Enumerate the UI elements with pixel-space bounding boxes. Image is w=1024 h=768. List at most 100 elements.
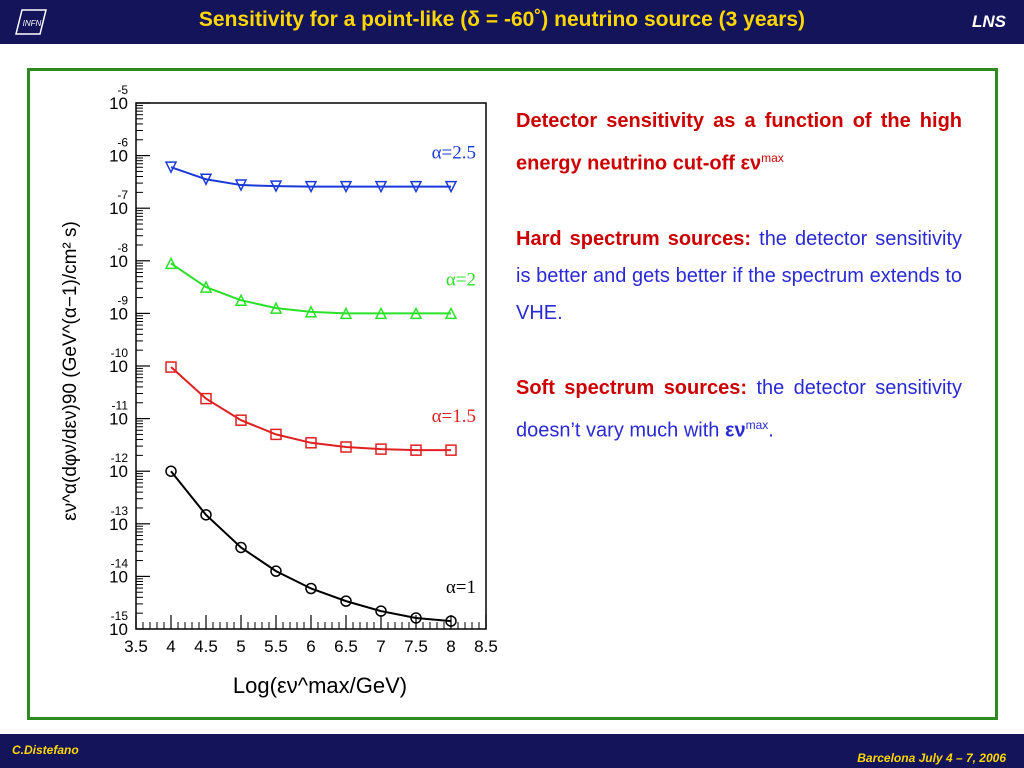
footer-bar: C.Distefano Barcelona July 4 – 7, 2006 (0, 734, 1024, 768)
data-point (269, 180, 283, 193)
series-line (170, 366, 451, 452)
x-axis-label: Log(εν^max/GeV) (233, 673, 407, 698)
data-point (199, 173, 213, 186)
data-point (235, 414, 247, 426)
y-tick-exponent: -5 (117, 83, 128, 97)
data-point (339, 180, 353, 194)
p1-text: Detector sensitivity as a function of th… (516, 110, 962, 175)
y-tick-exponent: -15 (111, 609, 129, 623)
x-tick-label: 6.5 (334, 637, 358, 656)
data-point (375, 605, 387, 617)
y-tick-exponent: -10 (111, 346, 129, 360)
footer-author: C.Distefano (12, 743, 79, 757)
paragraph-detector-sensitivity: Detector sensitivity as a function of th… (516, 103, 962, 183)
p2-heading: Hard spectrum sources: (516, 227, 752, 250)
footer-event: Barcelona July 4 – 7, 2006 (857, 751, 1006, 765)
data-point (200, 509, 212, 521)
infn-logo: INFN (15, 9, 47, 35)
x-tick-label: 4 (166, 637, 175, 656)
series-line (170, 166, 451, 188)
data-point (340, 595, 352, 607)
y-tick-label: 10 (109, 147, 128, 166)
p3-body: the detector sensitivity doesn’t vary mu… (516, 376, 962, 442)
header-bar: INFN Sensitivity for a point-like (δ = -… (0, 0, 1024, 44)
data-point (164, 256, 178, 270)
y-tick-label: 10 (109, 357, 128, 376)
y-tick-label: 10 (109, 199, 128, 218)
x-tick-label: 7 (376, 637, 385, 656)
data-point (340, 441, 352, 453)
paragraph-hard-spectrum: Hard spectrum sources: the detector sens… (516, 221, 962, 332)
data-point (410, 612, 422, 624)
y-tick-label: 10 (109, 410, 128, 429)
data-point (164, 161, 178, 174)
data-point (304, 305, 318, 318)
p2-body: the detector sensitivity is better and g… (516, 227, 962, 324)
data-point (339, 306, 353, 320)
x-tick-label: 7.5 (404, 637, 428, 656)
data-point (305, 437, 317, 449)
data-point (270, 428, 282, 441)
x-tick-label: 8.5 (474, 637, 498, 656)
x-tick-label: 3.5 (124, 637, 148, 656)
data-point (234, 293, 248, 306)
p3-heading: Soft spectrum sources: (516, 376, 748, 399)
y-tick-label: 10 (109, 567, 128, 586)
data-point (444, 306, 458, 320)
paragraph-soft-spectrum: Soft spectrum sources: the detector sens… (516, 370, 962, 450)
data-point (305, 582, 317, 595)
data-point (200, 392, 212, 405)
p1-symbol: εν (740, 152, 762, 175)
data-point (234, 179, 248, 192)
y-tick-exponent: -6 (117, 136, 128, 150)
y-tick-exponent: -8 (117, 241, 128, 255)
lns-label: LNS (972, 12, 1006, 31)
p3-end: . (768, 419, 774, 442)
data-point (410, 444, 422, 456)
data-point (235, 541, 247, 554)
data-point (409, 306, 423, 320)
data-point (409, 180, 423, 194)
series-line (170, 470, 452, 623)
series-label: α=1.5 (432, 406, 476, 427)
y-tick-label: 10 (109, 515, 128, 534)
y-tick-label: 10 (109, 94, 128, 113)
series-label: α=2.5 (432, 143, 476, 164)
y-tick-exponent: -13 (111, 504, 129, 518)
x-tick-label: 5.5 (264, 637, 288, 656)
y-tick-exponent: -11 (112, 399, 129, 413)
y-tick-label: 10 (109, 252, 128, 271)
series-label: α=1 (446, 577, 476, 598)
series-label: α=2 (446, 269, 476, 290)
y-tick-exponent: -12 (111, 451, 129, 465)
infn-logo-text: INFN (23, 19, 42, 28)
data-point (445, 615, 457, 627)
data-point (165, 361, 177, 373)
data-point (165, 465, 177, 477)
y-tick-label: 10 (109, 620, 128, 639)
x-tick-label: 8 (446, 637, 455, 656)
data-point (304, 180, 318, 194)
x-tick-label: 5 (236, 637, 245, 656)
data-point (199, 280, 213, 293)
slide-title: Sensitivity for a point-like (δ = -60˚) … (198, 8, 806, 31)
y-tick-exponent: -9 (117, 293, 128, 307)
data-point (445, 444, 457, 456)
y-tick-label: 10 (109, 462, 128, 481)
p3-symbol: εν (724, 419, 746, 442)
text-column: Detector sensitivity as a function of th… (516, 103, 962, 487)
data-point (444, 180, 458, 194)
y-axis-label: εν^α(dφν/dεν)90 (GeV^(α−1)/cm² s) (60, 221, 81, 521)
y-tick-exponent: -14 (111, 556, 129, 570)
x-tick-label: 4.5 (194, 637, 218, 656)
x-tick-label: 6 (306, 637, 315, 656)
y-tick-exponent: -7 (117, 188, 128, 202)
data-point (374, 306, 388, 320)
data-point (270, 565, 282, 577)
p1-sup: max (761, 151, 784, 165)
data-point (269, 301, 283, 314)
content-frame: εν^α(dφν/dεν)90 (GeV^(α−1)/cm² s) Log(εν… (27, 68, 998, 720)
p3-sup: max (745, 417, 769, 432)
data-point (374, 180, 388, 194)
sensitivity-chart: εν^α(dφν/dεν)90 (GeV^(α−1)/cm² s) Log(εν… (60, 83, 498, 698)
